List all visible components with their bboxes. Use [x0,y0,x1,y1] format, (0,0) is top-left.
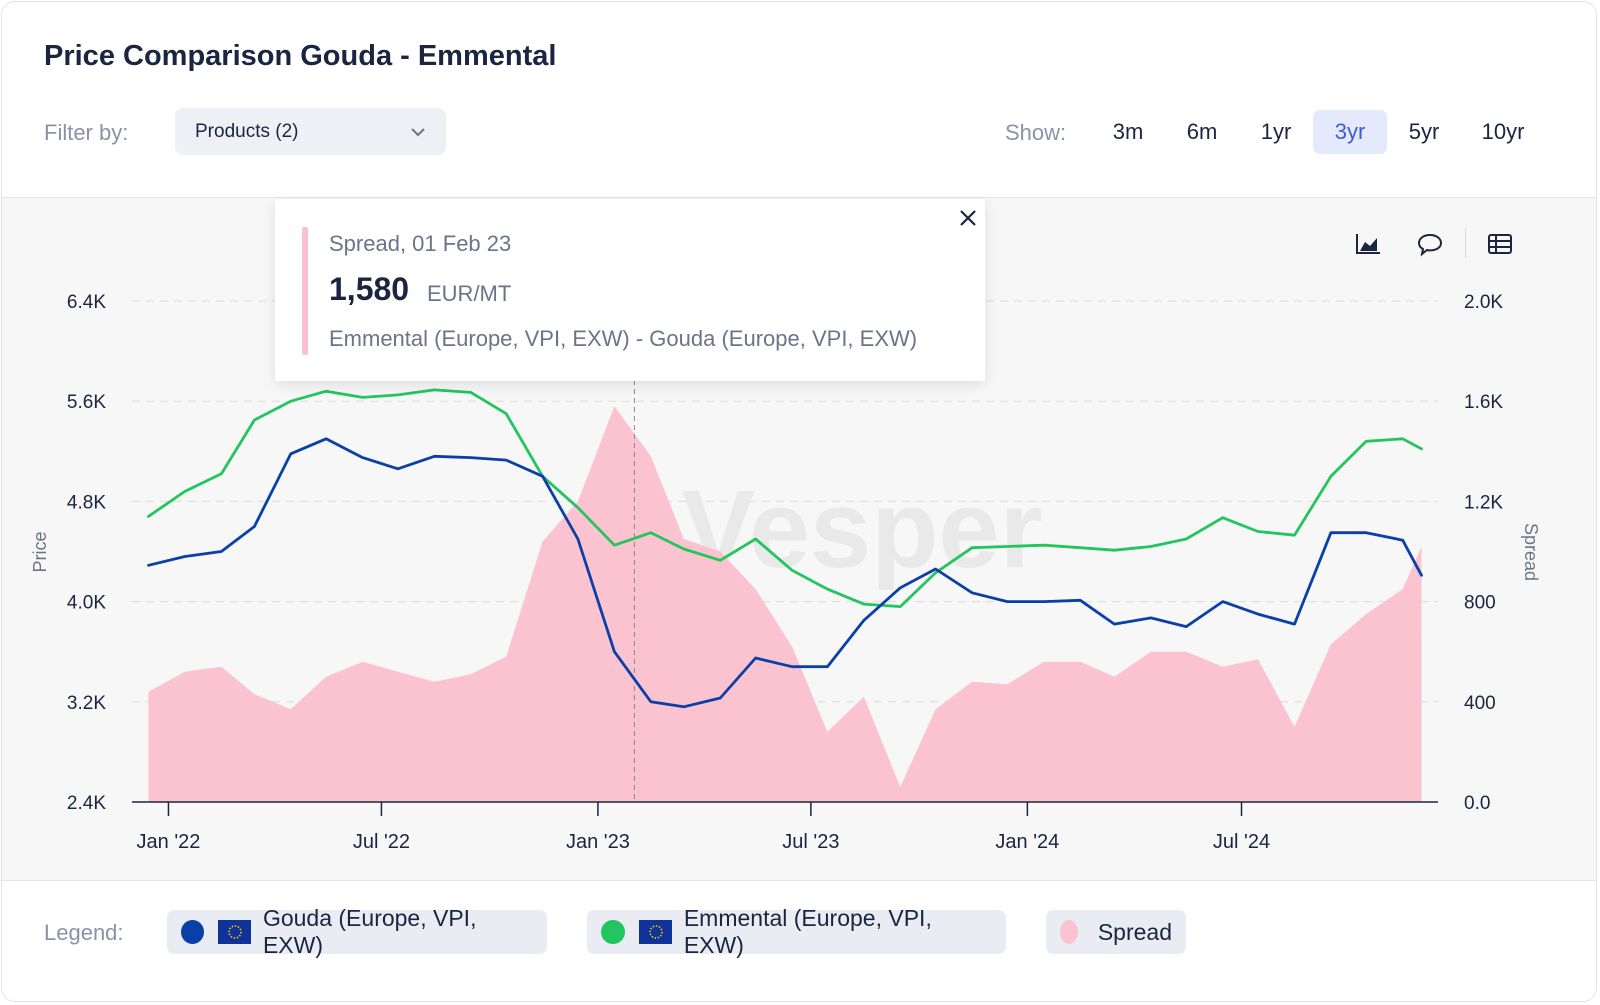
spread-dot-icon [1060,920,1078,944]
chevron-down-icon [410,121,426,143]
area-chart-icon[interactable] [1352,230,1384,258]
dropdown-value: Products (2) [195,120,299,142]
chart-title: Price Comparison Gouda - Emmental [44,40,557,72]
x-tick-label: Jan '22 [137,831,201,853]
y-tick-label: 6.4K [67,292,106,313]
gouda-dot-icon [181,920,205,944]
y2-tick-label: 1.6K [1464,392,1503,413]
legend-item-gouda[interactable]: Gouda (Europe, VPI, EXW) [167,905,547,958]
tooltip-color-bar [302,227,308,355]
y-tick-label: 2.4K [67,793,106,814]
gouda-line [147,437,1423,709]
x-tick-label: Jan '23 [566,831,630,853]
x-tick-label: Jul '23 [782,831,839,853]
eu-flag-icon [638,920,672,944]
range-5yr[interactable]: 5yr [1408,119,1440,144]
tooltip-value: 1,580 [329,271,410,307]
range-10yr[interactable]: 10yr [1481,119,1525,144]
x-tick-label: Jul '24 [1213,831,1270,853]
tooltip-unit: EUR/MT [427,281,512,306]
y2-axis-title: Spread [1521,523,1541,581]
legend-spread-label: Spread [1097,918,1172,945]
eu-flag-icon [218,920,251,944]
tooltip-description: Emmental (Europe, VPI, EXW) - Gouda (Eur… [329,326,918,351]
y-tick-label: 4.0K [67,593,106,614]
emmental-line [147,388,1423,608]
legend-item-emmental[interactable]: Emmental (Europe, VPI, EXW) [587,905,1006,958]
legend-item-spread[interactable]: Spread [1046,910,1186,954]
close-icon[interactable] [955,205,981,231]
watermark: Vesper [682,468,1043,591]
filter-label: Filter by: [44,120,129,145]
toolbar-divider [1465,228,1466,258]
table-icon[interactable] [1484,230,1516,258]
spread-tooltip: Spread, 01 Feb 23 1,580 EUR/MT Emmental … [275,199,985,381]
y2-tick-label: 800 [1464,593,1496,614]
products-dropdown[interactable]: Products (2) [175,108,446,155]
legend-emmental-label: Emmental (Europe, VPI, EXW) [683,905,932,958]
y2-tick-label: 2.0K [1464,292,1503,313]
legend-gouda-label: Gouda (Europe, VPI, EXW) [262,905,477,958]
y2-tick-label: 0.0 [1464,793,1490,814]
y2-tick-label: 400 [1464,693,1496,714]
y-tick-label: 5.6K [67,392,106,413]
x-tick-label: Jul '22 [353,831,410,853]
y2-tick-label: 1.2K [1464,492,1503,513]
show-label: Show: [1005,120,1067,145]
emmental-dot-icon [601,920,625,944]
comment-icon[interactable] [1414,230,1446,258]
range-3m[interactable]: 3m [1112,119,1144,144]
range-3yr[interactable]: 3yr [1313,110,1387,154]
legend-label: Legend: [44,920,124,945]
y-axis-title: Price [30,531,50,572]
range-1yr[interactable]: 1yr [1260,119,1292,144]
spread-area [148,406,1422,802]
x-tick-label: Jan '24 [995,831,1059,853]
range-6m[interactable]: 6m [1186,119,1218,144]
y-tick-label: 4.8K [67,492,106,513]
tooltip-heading: Spread, 01 Feb 23 [329,231,512,256]
y-tick-label: 3.2K [67,693,106,714]
